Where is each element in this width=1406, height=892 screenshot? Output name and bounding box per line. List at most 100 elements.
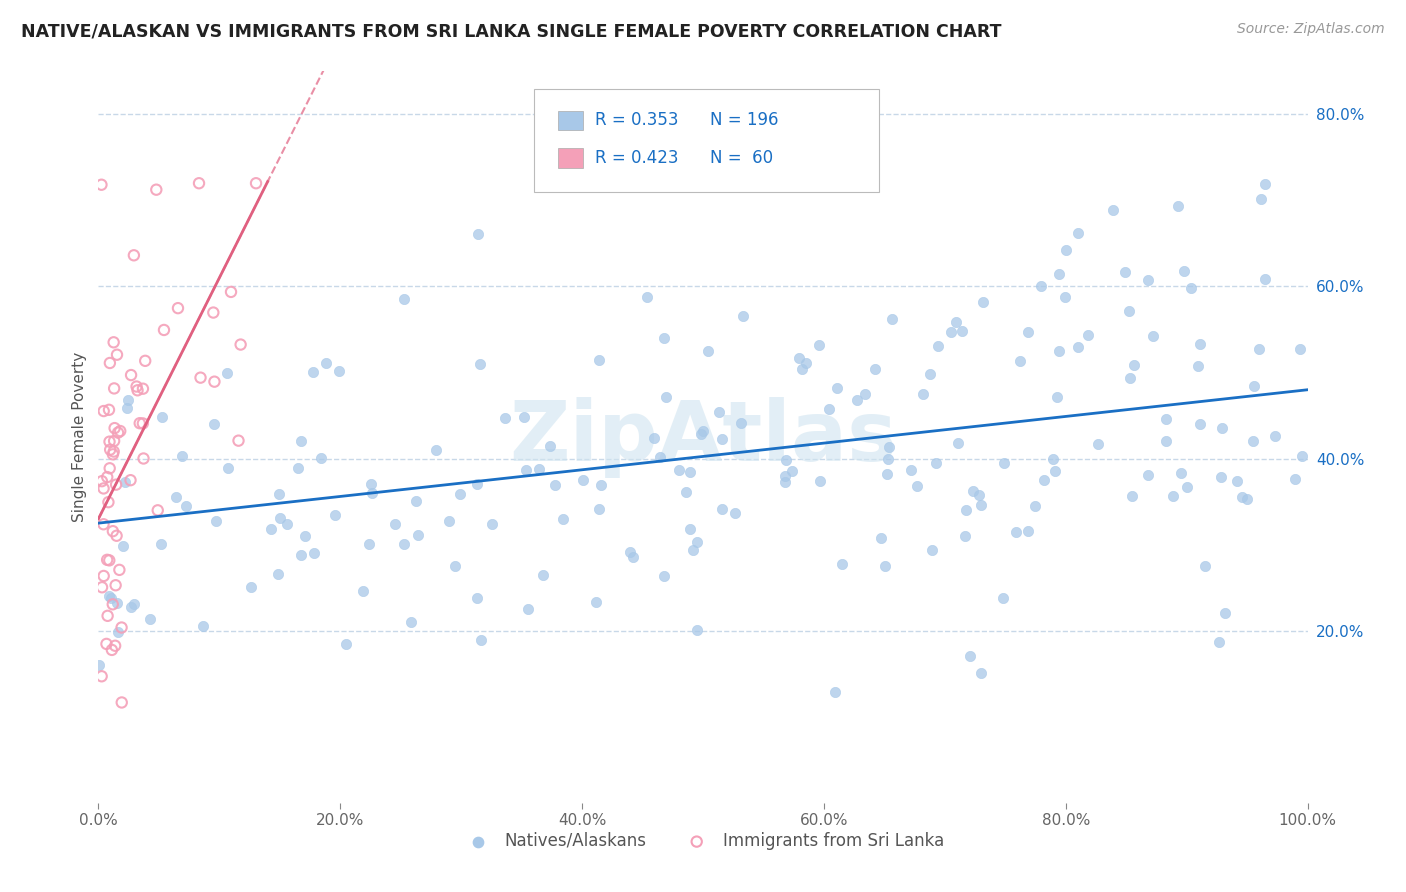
Point (229, 337, 252, 351)
Point (103, 444, 125, 458)
Point (993, 456, 1015, 470)
Point (112, 539, 135, 553)
Point (302, 546, 325, 560)
Point (682, 542, 704, 557)
Point (217, 366, 239, 380)
Point (912, 387, 935, 401)
Point (150, 536, 173, 550)
Point (724, 506, 747, 520)
Point (959, 649, 981, 664)
Point (290, 549, 312, 563)
Point (406, 527, 429, 541)
Point (572, 473, 595, 487)
Point (239, 580, 262, 594)
Point (1264, 428, 1286, 442)
Point (1173, 264, 1195, 278)
Point (309, 451, 332, 466)
Point (1247, 343, 1270, 357)
Point (876, 467, 898, 481)
Point (98, 434, 121, 449)
Point (323, 508, 346, 523)
Point (443, 559, 465, 574)
Point (1230, 490, 1253, 504)
Point (104, 421, 127, 435)
Point (101, 447, 124, 461)
Point (831, 557, 853, 571)
Point (357, 537, 380, 551)
Point (654, 390, 676, 404)
Point (686, 623, 709, 637)
Point (1136, 272, 1159, 286)
Point (139, 612, 162, 626)
Point (245, 176, 267, 190)
Point (1067, 340, 1090, 354)
Point (98, 356, 121, 370)
Point (191, 619, 214, 633)
Point (290, 434, 312, 448)
Point (1024, 499, 1046, 513)
Point (90, 669, 112, 683)
Point (1101, 202, 1123, 217)
Point (882, 312, 904, 326)
Point (1209, 470, 1232, 484)
Point (517, 602, 540, 616)
Point (107, 625, 129, 640)
Point (955, 529, 977, 543)
Point (96, 553, 118, 567)
Point (845, 392, 868, 407)
Point (287, 461, 309, 475)
Point (1180, 281, 1202, 295)
Point (260, 522, 283, 536)
Point (927, 339, 949, 353)
Point (675, 484, 697, 499)
Point (1119, 371, 1142, 385)
Point (172, 449, 194, 463)
Text: ZipAtlas: ZipAtlas (509, 397, 897, 477)
Point (465, 477, 488, 491)
Point (1054, 290, 1077, 304)
Point (692, 424, 714, 438)
Point (107, 425, 129, 440)
Point (104, 639, 127, 653)
Point (167, 301, 190, 315)
Point (621, 549, 644, 564)
Point (494, 410, 516, 425)
Point (1008, 354, 1031, 368)
Point (205, 514, 228, 528)
Point (204, 417, 226, 431)
Point (1136, 468, 1159, 483)
Point (437, 514, 460, 528)
Point (361, 485, 384, 500)
Point (679, 522, 702, 536)
Text: N = 196: N = 196 (710, 112, 779, 129)
Point (825, 381, 848, 395)
Point (1211, 421, 1233, 435)
Point (93, 404, 115, 418)
Point (1189, 337, 1212, 351)
Point (1032, 473, 1054, 487)
Text: R = 0.423: R = 0.423 (595, 149, 678, 167)
Text: NATIVE/ALASKAN VS IMMIGRANTS FROM SRI LANKA SINGLE FEMALE POVERTY CORRELATION CH: NATIVE/ALASKAN VS IMMIGRANTS FROM SRI LA… (21, 22, 1001, 40)
Y-axis label: Single Female Poverty: Single Female Poverty (72, 352, 87, 522)
Point (730, 416, 752, 430)
Point (425, 442, 447, 457)
Point (219, 285, 242, 299)
Point (134, 354, 156, 368)
Point (679, 465, 702, 479)
Point (188, 176, 211, 190)
Point (204, 375, 226, 389)
Point (1017, 524, 1039, 539)
Point (115, 401, 138, 415)
Point (153, 323, 176, 337)
Point (707, 405, 730, 419)
Point (970, 666, 993, 681)
Point (122, 248, 145, 262)
Point (120, 600, 142, 615)
Point (114, 475, 136, 489)
Point (972, 295, 994, 310)
Point (686, 534, 709, 549)
Point (467, 227, 489, 241)
Point (97, 495, 120, 509)
Point (824, 685, 846, 699)
Point (589, 478, 612, 492)
